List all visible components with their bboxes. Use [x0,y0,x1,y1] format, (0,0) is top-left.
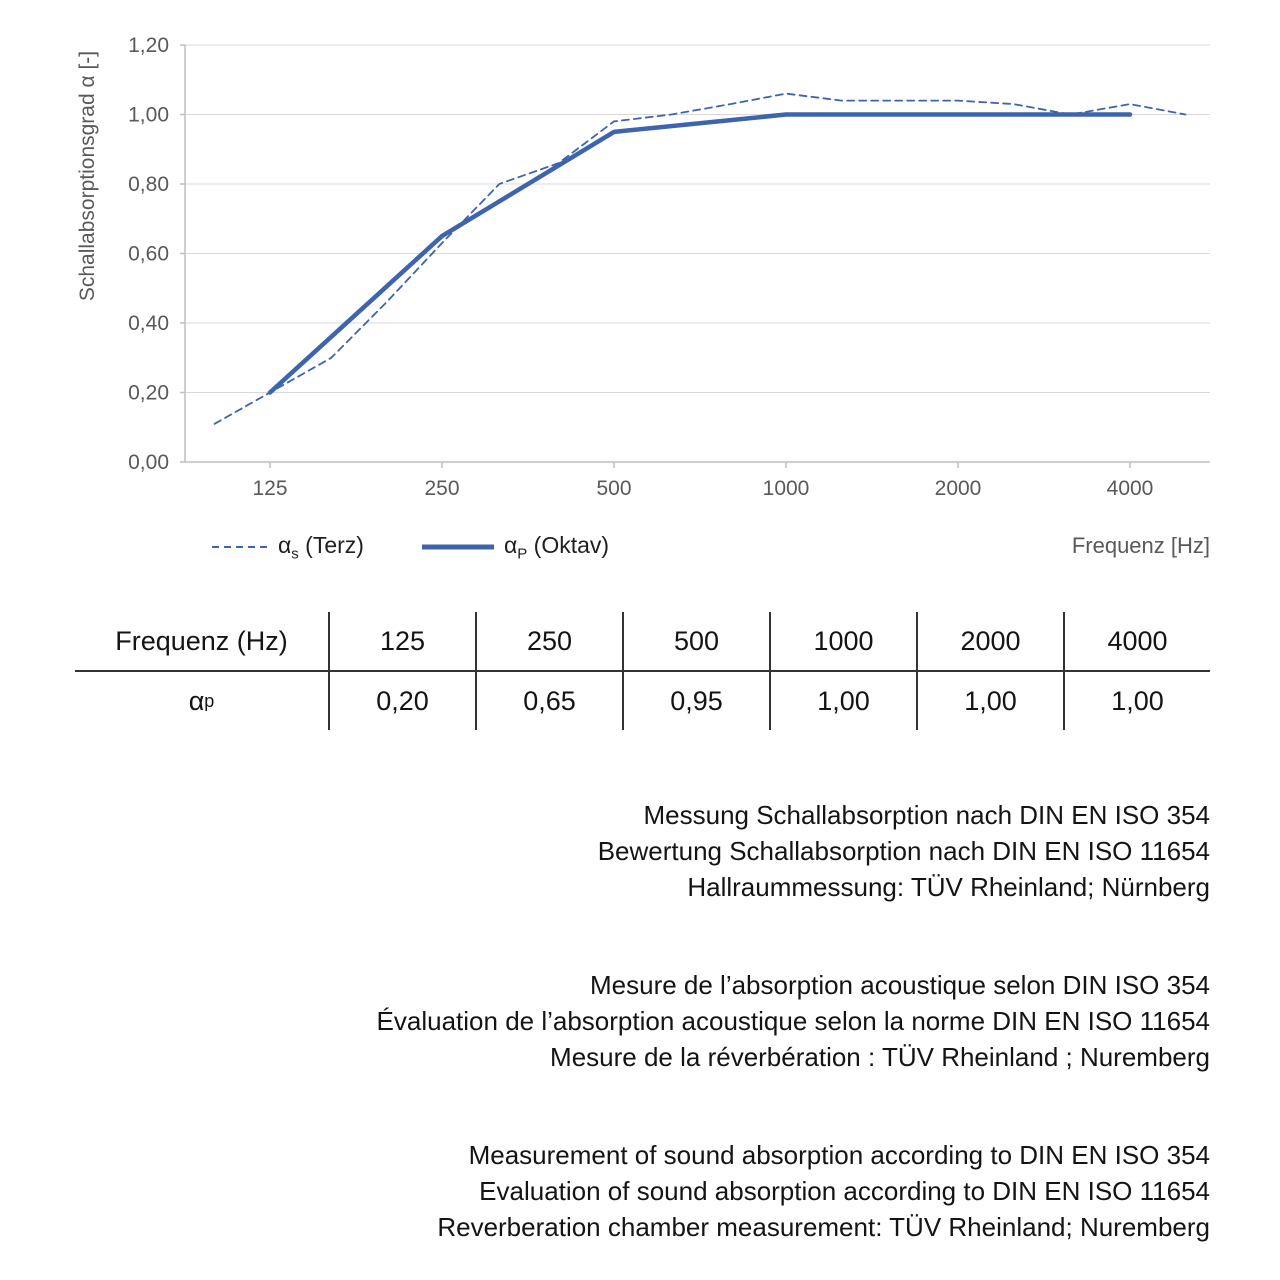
svg-text:0,40: 0,40 [128,312,169,335]
svg-text:500: 500 [596,477,631,500]
alpha-p-cell: 0,95 [624,672,771,730]
alpha-p-cell: 1,00 [918,672,1065,730]
note-line: Bewertung Schallabsorption nach DIN EN I… [597,836,1210,866]
dashed-line-icon [212,546,268,549]
legend-item-alpha-s-terz: αs (Terz) [212,532,364,563]
absorption-values-table: Frequenz (Hz) 125 250 500 1000 2000 4000… [75,612,1210,730]
note-line: Measurement of sound absorption accordin… [468,1140,1210,1170]
svg-text:2000: 2000 [935,477,982,500]
frequency-cell: 250 [477,612,624,670]
svg-text:250: 250 [424,477,459,500]
svg-text:125: 125 [252,477,287,500]
frequency-cell: 500 [624,612,771,670]
svg-text:0,80: 0,80 [128,173,169,196]
svg-text:1,20: 1,20 [128,34,169,57]
note-english: Measurement of sound absorption accordin… [437,1137,1210,1245]
note-line: Reverberation chamber measurement: TÜV R… [437,1212,1210,1242]
absorption-line-chart: 0,00 0,20 0,40 0,60 0,80 1,00 1,20 125 250 500 100… [128,34,1210,500]
alpha-p-cell: 1,00 [1111,685,1164,716]
svg-text:0,20: 0,20 [128,382,169,405]
legend-label-terz: αs (Terz) [278,532,364,563]
note-line: Évaluation de l’absorption acoustique se… [376,1006,1210,1036]
svg-text:1000: 1000 [763,477,810,500]
note-line: Evaluation of sound absorption according… [479,1176,1210,1206]
alpha-p-cell: 1,00 [771,672,918,730]
note-line: Messung Schallabsorption nach DIN EN ISO… [643,800,1210,830]
alpha-p-cell: 0,65 [477,672,624,730]
svg-text:0,00: 0,00 [128,451,169,474]
frequency-cell: 2000 [918,612,1065,670]
note-french: Mesure de l’absorption acoustique selon … [377,967,1210,1075]
legend-label-oktav: αP (Oktav) [503,532,610,563]
alpha-p-cell: 0,20 [330,672,477,730]
table-row-frequency: Frequenz (Hz) 125 250 500 1000 2000 4000 [75,612,1210,672]
note-line: Hallraummessung: TÜV Rheinland; Nürnberg [687,872,1210,902]
svg-text:0,60: 0,60 [128,243,169,266]
note-line: Mesure de la réverbération : TÜV Rheinla… [550,1042,1210,1072]
frequency-cell: 1000 [771,612,918,670]
solid-line-icon [421,544,494,550]
x-axis-title: Frequenz [Hz] [1071,533,1210,558]
svg-text:1,00: 1,00 [128,104,169,127]
note-german: Messung Schallabsorption nach DIN EN ISO… [598,797,1210,905]
legend-item-alpha-p-oktav: αP (Oktav) [421,532,610,563]
svg-text:4000: 4000 [1107,477,1154,500]
table-header-frequency: Frequenz (Hz) [75,612,330,670]
frequency-cell: 125 [330,612,477,670]
note-line: Mesure de l’absorption acoustique selon … [589,970,1210,1000]
chart-legend: αs (Terz) αP (Oktav) [212,532,609,563]
frequency-cell: 4000 [1107,625,1168,656]
